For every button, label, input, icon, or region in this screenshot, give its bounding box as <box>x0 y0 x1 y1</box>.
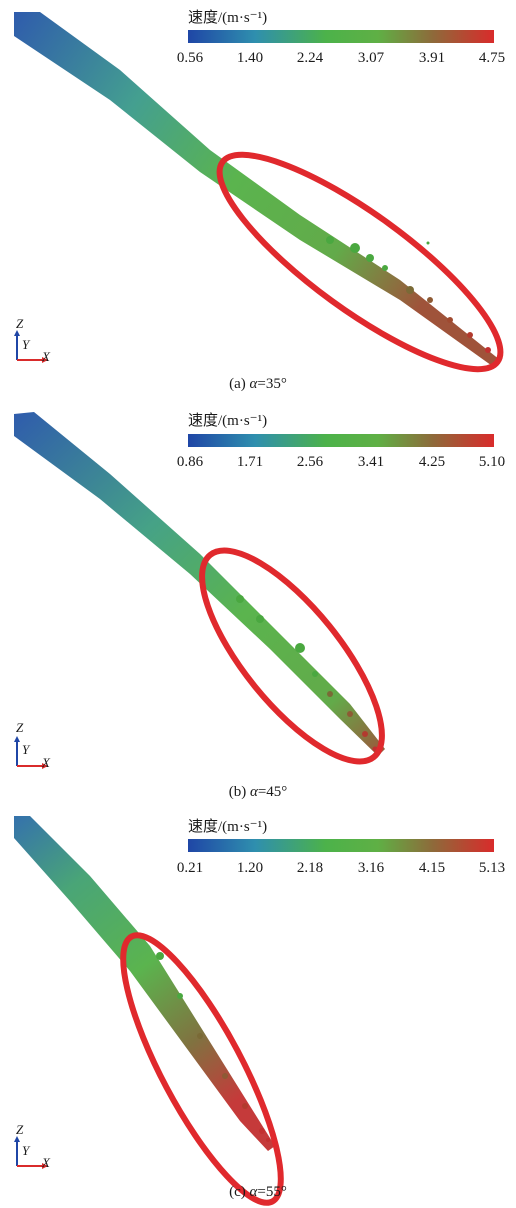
colorbar-title: 速度/(m·s⁻¹) <box>188 10 268 26</box>
particles <box>156 952 270 1142</box>
axis-label-y: Y <box>22 742 30 757</box>
colorbar-tick: 0.21 <box>176 860 204 876</box>
axis-label-z: Z <box>16 316 24 331</box>
panel-a: 速度/(m·s⁻¹) 0.56 1.40 2.24 3.07 3.91 4.75… <box>0 0 516 402</box>
colorbar <box>188 30 494 43</box>
flow-band <box>14 412 385 756</box>
caption-symbol: α <box>249 1184 258 1200</box>
colorbar-tick: 3.16 <box>357 860 385 876</box>
flow-band <box>14 12 500 368</box>
axis-label-z: Z <box>16 1122 24 1137</box>
colorbar-tick: 4.25 <box>418 454 446 470</box>
axis-label-z: Z <box>16 720 24 735</box>
axis-triad-icon <box>14 736 48 769</box>
colorbar-tick: 4.75 <box>478 50 506 66</box>
colorbar-tick: 2.24 <box>296 50 324 66</box>
colorbar-tick: 3.41 <box>357 454 385 470</box>
axis-triad-icon <box>14 330 48 363</box>
colorbar-title: 速度/(m·s⁻¹) <box>188 413 268 429</box>
colorbar-title: 速度/(m·s⁻¹) <box>188 819 268 835</box>
colorbar-tick: 0.56 <box>176 50 204 66</box>
axis-label-y: Y <box>22 337 30 352</box>
panel-c: 速度/(m·s⁻¹) 0.21 1.20 2.18 3.16 4.15 5.13… <box>0 806 516 1208</box>
colorbar-tick: 3.91 <box>418 50 446 66</box>
highlight-ellipse <box>216 151 504 373</box>
caption-a: (a) α=35° <box>0 376 516 393</box>
caption-value: =55° <box>257 1184 287 1200</box>
colorbar-tick: 2.56 <box>296 454 324 470</box>
flow-visualization-b <box>14 412 385 765</box>
colorbar-tick: 1.40 <box>236 50 264 66</box>
colorbar-tick: 1.71 <box>236 454 264 470</box>
axis-label-x: X <box>42 349 50 364</box>
particles <box>236 595 378 752</box>
colorbar-tick: 3.07 <box>357 50 385 66</box>
colorbar-tick: 0.86 <box>176 454 204 470</box>
caption-symbol: α <box>249 784 258 800</box>
particles <box>326 236 491 353</box>
colorbar-tick: 5.13 <box>478 860 506 876</box>
caption-value: =45° <box>257 784 288 800</box>
colorbar-tick: 1.20 <box>236 860 264 876</box>
axis-label-y: Y <box>22 1143 30 1158</box>
flow-visualization-a <box>14 12 504 373</box>
caption-prefix: (a) <box>229 376 250 392</box>
colorbar <box>188 434 494 447</box>
caption-value: =35° <box>257 376 287 392</box>
highlight-ellipse <box>120 932 284 1206</box>
axis-label-x: X <box>42 1155 50 1170</box>
caption-prefix: (c) <box>229 1184 250 1200</box>
flow-band <box>14 816 275 1151</box>
highlight-ellipse <box>199 547 385 765</box>
panel-b: 速度/(m·s⁻¹) 0.86 1.71 2.56 3.41 4.25 5.10… <box>0 404 516 806</box>
axis-triad-icon <box>14 1136 48 1169</box>
caption-symbol: α <box>249 376 258 392</box>
colorbar-tick: 4.15 <box>418 860 446 876</box>
caption-prefix: (b) <box>228 784 250 800</box>
colorbar <box>188 839 494 852</box>
flow-visualization-c <box>14 816 284 1206</box>
colorbar-tick: 5.10 <box>478 454 506 470</box>
colorbar-tick: 2.18 <box>296 860 324 876</box>
axis-label-x: X <box>42 755 50 770</box>
caption-b: (b) α=45° <box>0 784 516 801</box>
caption-c: (c) α=55° <box>0 1184 516 1201</box>
